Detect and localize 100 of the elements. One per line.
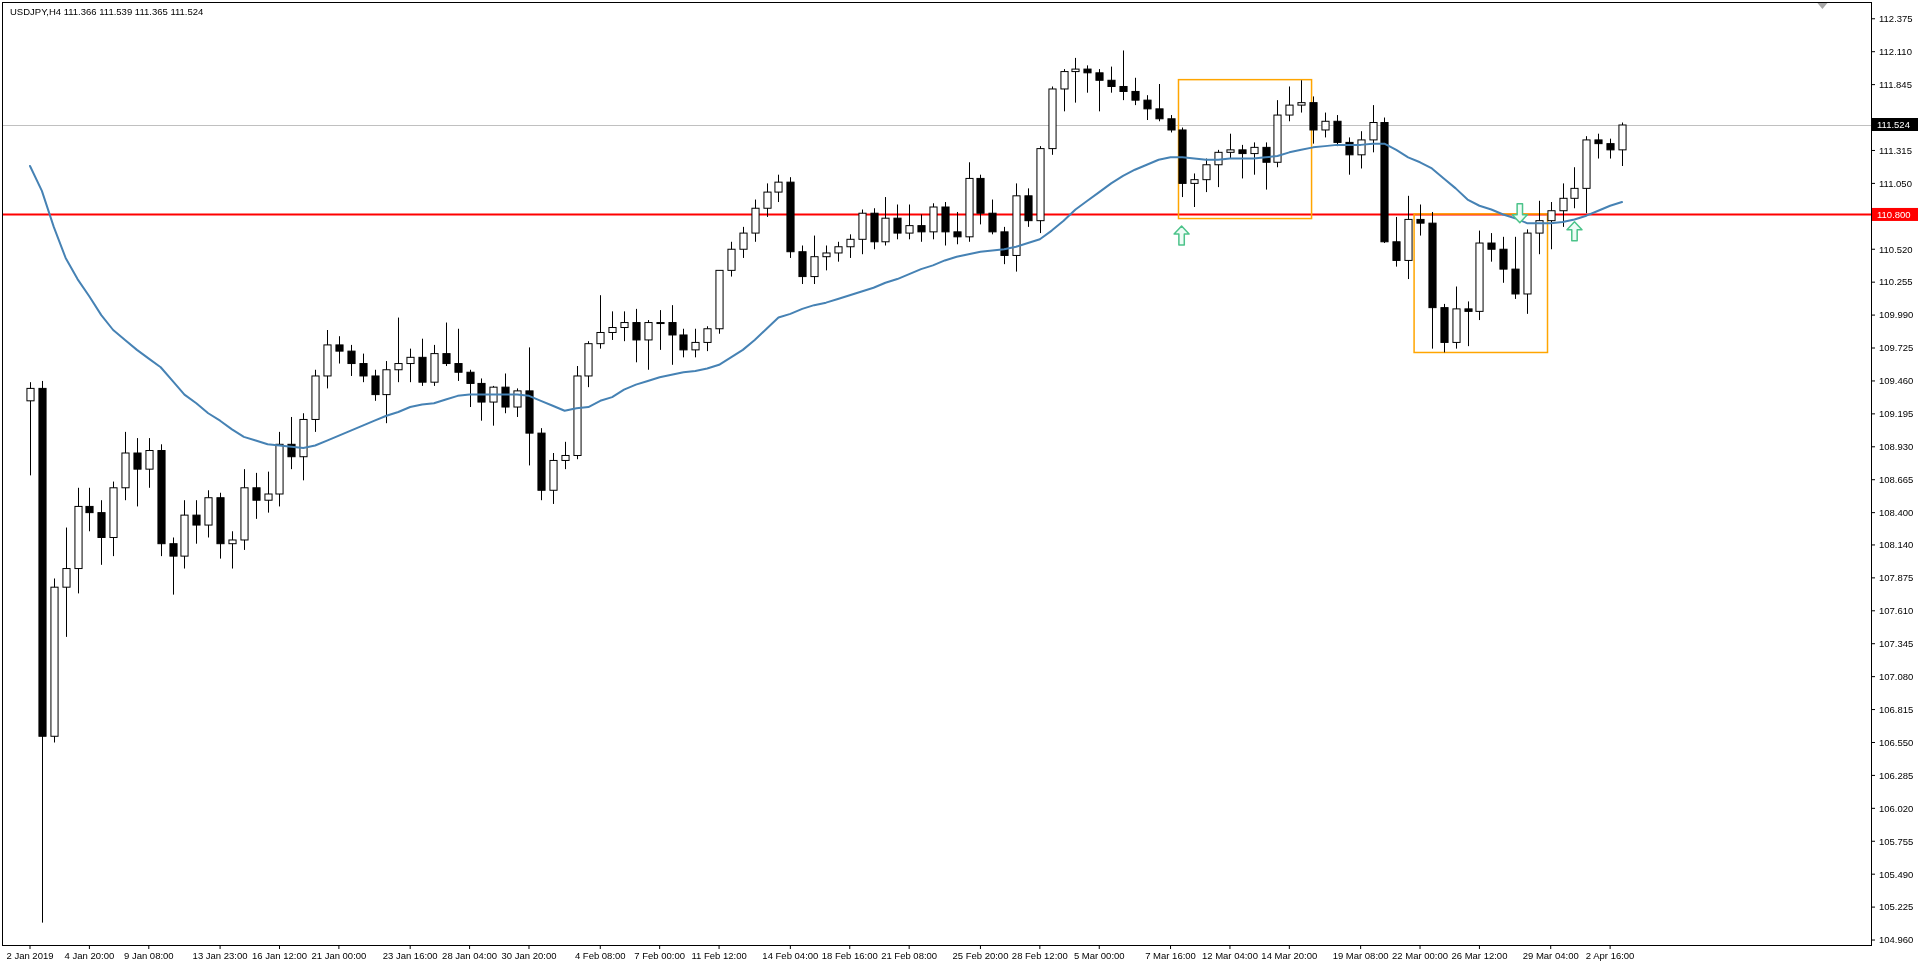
candlestick <box>359 353 368 383</box>
text: USDJPY,H4 111.366 111.539 111.365 111.524 <box>10 6 204 17</box>
y-tick-label: 104.960 <box>1879 934 1914 946</box>
candlestick <box>1060 68 1069 112</box>
y-tick-label: 112.375 <box>1879 13 1913 25</box>
y-tick-label: 108.930 <box>1879 441 1914 453</box>
y-tick-label: 108.400 <box>1879 506 1914 518</box>
y-tick-label: 107.610 <box>1879 605 1914 617</box>
candlestick <box>1131 77 1140 106</box>
candlestick <box>169 536 178 596</box>
candlestick <box>454 328 463 382</box>
ref-line-label: 110.800 <box>1877 208 1911 220</box>
candlestick <box>1202 158 1211 193</box>
y-tick-label: 107.875 <box>1879 572 1914 584</box>
candlestick <box>1119 49 1128 101</box>
candlestick <box>620 310 629 342</box>
candlestick <box>1238 144 1247 179</box>
candlestick <box>1606 138 1615 160</box>
candlestick <box>192 499 201 545</box>
x-tick-label: 14 Feb 04:00 <box>762 950 819 961</box>
x-tick-label: 28 Feb 12:00 <box>1011 950 1068 961</box>
y-tick-label: 109.725 <box>1879 342 1914 354</box>
candlestick <box>727 241 736 278</box>
x-tick-label: 18 Feb 16:00 <box>821 950 878 961</box>
candlestick <box>1464 300 1473 347</box>
x-tick-label: 5 Mar 00:00 <box>1073 950 1125 961</box>
x-tick-label: 2 Jan 2019 <box>6 950 54 961</box>
candlestick <box>561 441 570 470</box>
candlestick <box>1250 141 1259 176</box>
candlestick <box>1570 166 1579 209</box>
candlestick <box>953 211 962 245</box>
candlestick <box>145 437 154 489</box>
candlestick <box>1107 66 1116 94</box>
candlestick <box>881 196 890 247</box>
candlestick <box>656 309 665 351</box>
candlestick <box>1155 83 1164 122</box>
ref-line-label: 111.524 <box>1877 118 1910 130</box>
candlestick <box>810 235 819 285</box>
candlestick <box>632 308 641 363</box>
candlestick <box>1369 104 1378 153</box>
candlestick <box>1190 172 1199 208</box>
x-tick-label: 16 Jan 12:00 <box>252 950 307 961</box>
candlestick <box>1392 216 1401 268</box>
candlestick <box>1499 236 1508 284</box>
candlestick <box>917 213 926 243</box>
x-tick-label: 21 Jan 00:00 <box>311 950 367 961</box>
candlestick <box>703 325 712 352</box>
candlestick <box>513 387 522 418</box>
x-tick-label: 14 Mar 20:00 <box>1261 950 1318 961</box>
y-tick-label: 111.315 <box>1879 144 1912 156</box>
y-tick-label: 109.195 <box>1879 408 1914 420</box>
x-tick-label: 30 Jan 20:00 <box>501 950 557 961</box>
candlestick <box>1547 201 1556 250</box>
candlestick <box>1333 114 1342 147</box>
x-tick-label: 2 Apr 16:00 <box>1585 950 1635 961</box>
candlestick <box>1226 133 1235 160</box>
candlestick <box>1535 200 1544 255</box>
x-tick-label: 12 Mar 04:00 <box>1201 950 1258 961</box>
x-tick-label: 19 Mar 08:00 <box>1332 950 1389 961</box>
x-tick-label: 4 Feb 08:00 <box>574 950 626 961</box>
candlestick <box>691 328 700 358</box>
candlestick <box>1357 130 1366 169</box>
candlestick <box>739 226 748 259</box>
y-tick-label: 106.020 <box>1879 802 1914 814</box>
x-tick-label: 22 Mar 00:00 <box>1392 950 1449 961</box>
candlestick <box>62 527 71 638</box>
candlestick <box>406 348 415 383</box>
candlestick <box>905 204 914 240</box>
candlestick <box>1297 79 1306 114</box>
y-tick-label: 111.845 <box>1879 78 1912 90</box>
x-tick-label: 9 Jan 08:00 <box>123 950 174 961</box>
y-tick-label: 112.110 <box>1879 46 1912 58</box>
y-tick-label: 105.490 <box>1879 868 1914 880</box>
x-tick-label: 29 Mar 04:00 <box>1522 950 1579 961</box>
y-tick-label: 111.050 <box>1879 177 1912 189</box>
y-tick-label: 109.990 <box>1879 309 1914 321</box>
candlestick <box>1321 112 1330 138</box>
candlestick <box>1559 182 1568 228</box>
candlestick <box>442 322 451 367</box>
candlestick <box>1071 57 1080 104</box>
candlestick <box>679 328 688 358</box>
candlestick <box>85 487 94 532</box>
candlestick <box>988 199 997 235</box>
candlestick <box>26 381 35 476</box>
x-tick-label: 23 Jan 16:00 <box>382 950 438 961</box>
candlestick <box>1083 64 1092 94</box>
candlestick <box>371 369 380 402</box>
y-tick-label: 106.550 <box>1879 736 1914 748</box>
candlestick <box>264 471 273 514</box>
candlestick <box>489 385 498 427</box>
candlestick <box>1095 68 1104 112</box>
x-tick-label: 28 Jan 04:00 <box>442 950 498 961</box>
candlestick <box>1262 141 1271 191</box>
candlestick <box>1285 85 1294 122</box>
candlestick <box>228 530 237 570</box>
candlestick <box>893 204 902 240</box>
candlestick <box>774 174 783 203</box>
candlestick <box>822 245 831 271</box>
x-tick-label: 7 Feb 00:00 <box>634 950 686 961</box>
candlestick <box>133 437 142 507</box>
